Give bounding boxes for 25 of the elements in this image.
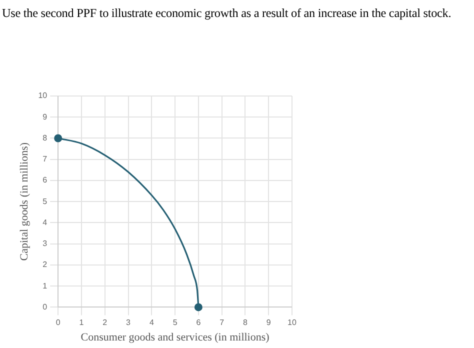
x-tick-label: 9 [266,318,272,328]
x-tick-label: 6 [196,318,202,328]
x-tick-label: 7 [220,318,225,328]
y-tick-label: 0 [42,302,48,312]
x-tick-label: 8 [242,318,248,328]
x-tick-label: 4 [149,318,154,328]
y-tick-label: 10 [38,91,48,100]
y-tick-label: 2 [42,260,48,270]
x-axis-title: Consumer goods and services (in millions) [80,331,270,344]
y-tick-label: 3 [42,239,48,248]
x-tick-label: 2 [102,318,108,328]
y-tick-label: 4 [42,218,48,227]
y-tick-label: 1 [42,281,48,290]
y-tick-label: 9 [42,112,48,122]
y-axis-title: Capital goods (in millions) [18,142,30,261]
x-tick-label: 1 [79,318,84,328]
x-tick-label: 0 [56,318,61,328]
y-tick-label: 7 [42,154,48,164]
x-tick-label: 10 [288,318,297,328]
y-tick-label: 8 [42,133,48,142]
y-tick-label: 5 [42,196,48,206]
x-tick-label: 5 [172,318,178,328]
x-tick-label: 3 [126,318,132,328]
y-tick-label: 6 [42,176,48,185]
chart-title: Use the second PPF to illustrate economic growth as a result of an increase in the capital stock. [2,6,452,21]
